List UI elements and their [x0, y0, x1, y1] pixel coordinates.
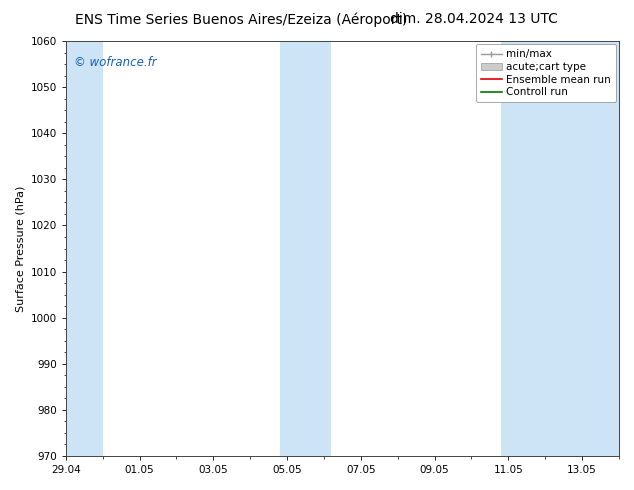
Text: © wofrance.fr: © wofrance.fr	[74, 55, 157, 69]
Text: ENS Time Series Buenos Aires/Ezeiza (Aéroport): ENS Time Series Buenos Aires/Ezeiza (Aér…	[75, 12, 407, 27]
Bar	[62, 41, 103, 456]
Text: dim. 28.04.2024 13 UTC: dim. 28.04.2024 13 UTC	[390, 12, 558, 26]
Y-axis label: Surface Pressure (hPa): Surface Pressure (hPa)	[15, 185, 25, 312]
Legend: min/max, acute;cart type, Ensemble mean run, Controll run: min/max, acute;cart type, Ensemble mean …	[476, 44, 616, 102]
Bar	[280, 41, 332, 456]
Bar	[501, 41, 623, 456]
